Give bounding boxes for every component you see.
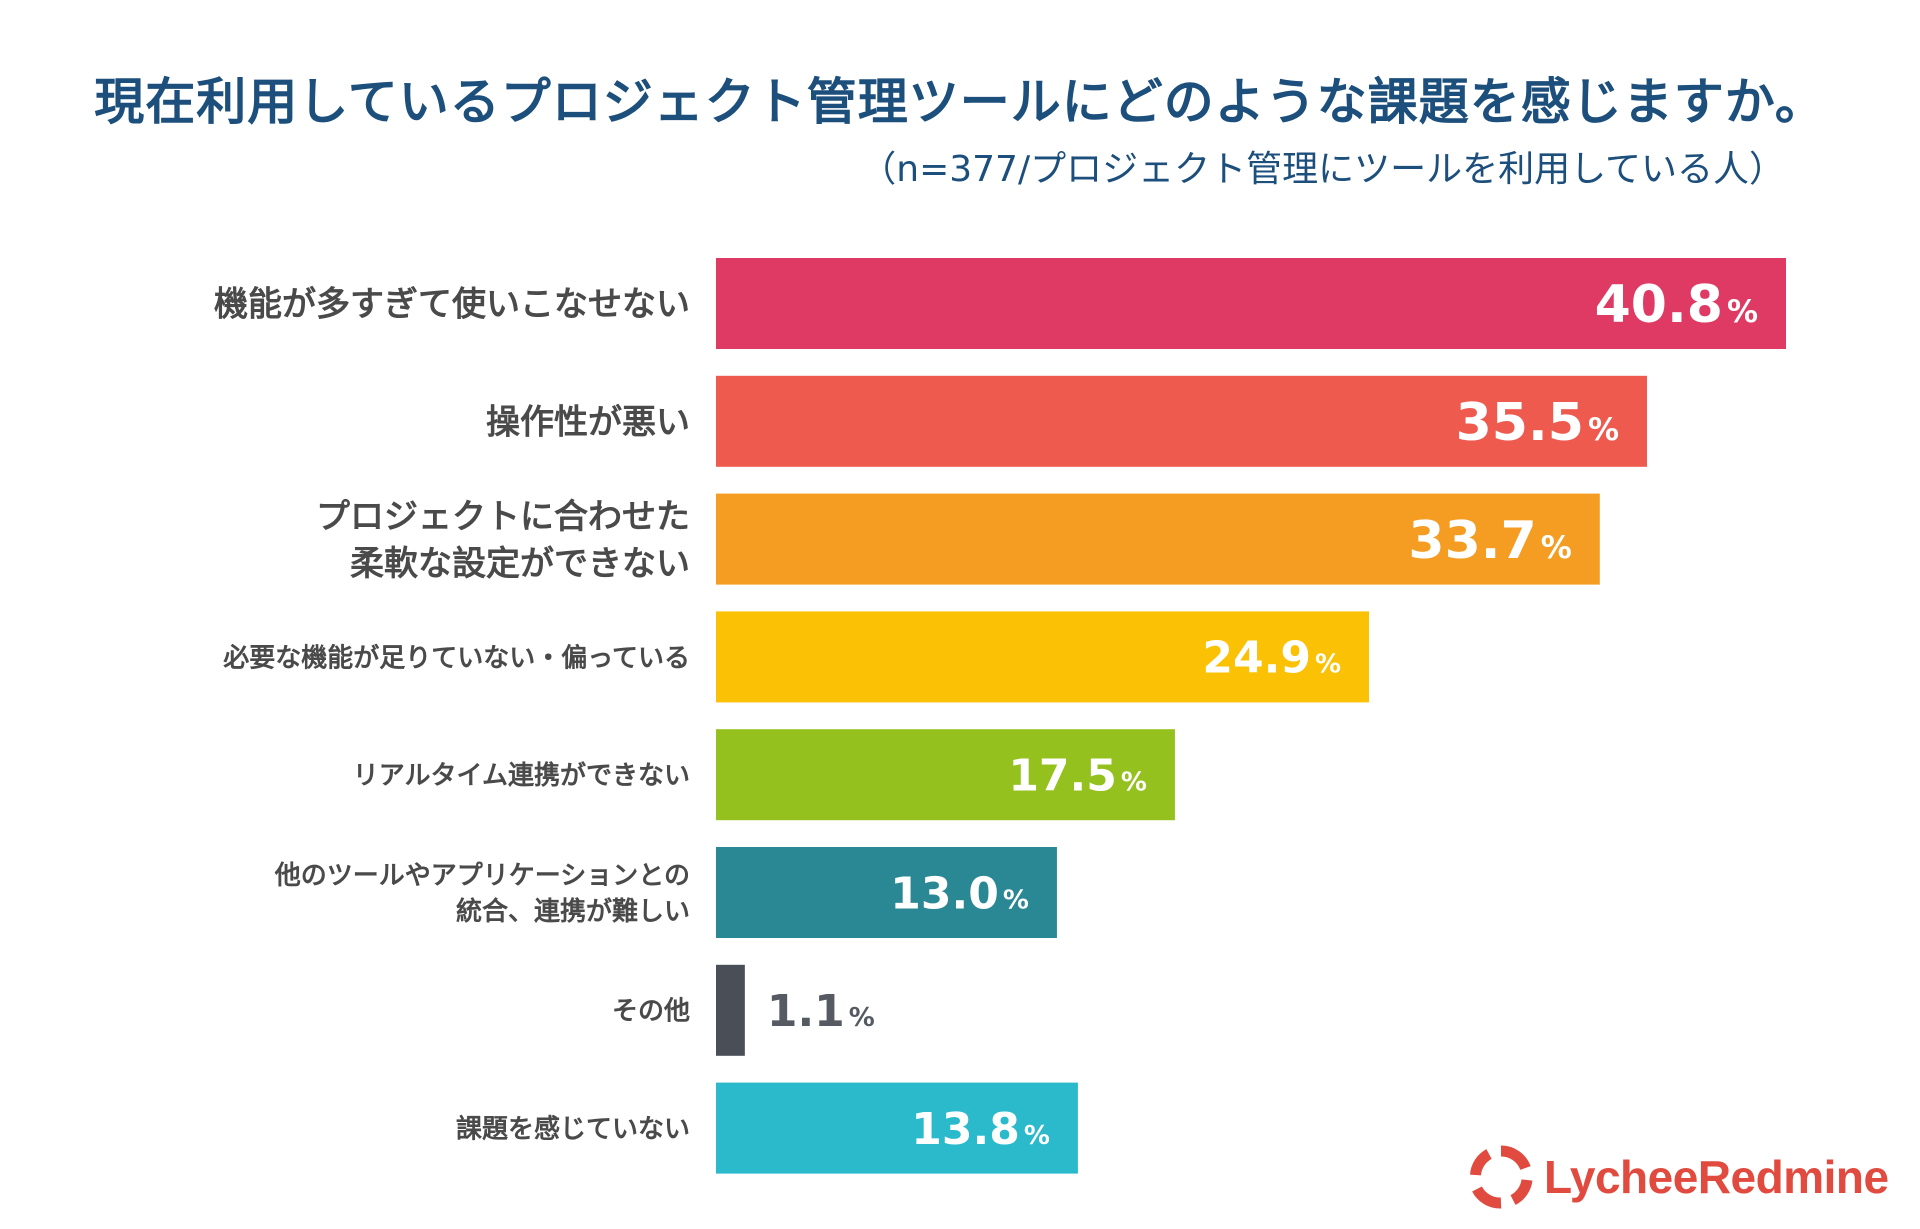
bar-4 [716,611,1370,703]
category-label-1: 機能が多すぎて使いこなせない [214,285,690,325]
value-label-4: 24.9% [1202,633,1341,684]
bar-8 [716,1082,1078,1174]
category-label-6: 他のツールやアプリケーションとの統合、連携が難しい [274,861,690,927]
value-label-5: 17.5% [1008,751,1147,802]
category-label-2: 操作性が悪い [486,403,690,443]
category-label-5: リアルタイム連携ができない [353,760,690,791]
value-label-1: 40.8% [1595,275,1758,335]
bar-6 [716,847,1057,938]
logo-text: LycheeRedmine [1544,1151,1889,1203]
bar-3 [716,493,1600,585]
chart-title: 現在利用しているプロジェクト管理ツールにどのような課題を感じますか。 [94,73,1826,131]
category-label-3: プロジェクトに合わせた柔軟な設定ができない [316,497,690,584]
value-label-8: 13.8% [911,1104,1050,1155]
value-label-2: 35.5% [1456,393,1619,453]
brand-logo: LycheeRedmine [1468,1142,1889,1212]
value-label-7: 1.1% [767,986,875,1037]
bar-2 [716,375,1648,467]
lychee-ring-icon [1470,1145,1533,1209]
category-label-7: その他 [612,997,690,1027]
bar-5 [716,729,1175,821]
bar-1 [716,258,1786,349]
value-label-3: 33.7% [1408,511,1571,571]
category-label-8: 課題を感じていない [456,1113,690,1144]
category-label-4: 必要な機能が足りていない・偏っている [223,642,690,673]
chart-subtitle: （n=377/プロジェクト管理にツールを利用している人） [860,149,1785,190]
bar-7 [716,964,745,1056]
value-label-6: 13.0% [890,868,1029,919]
